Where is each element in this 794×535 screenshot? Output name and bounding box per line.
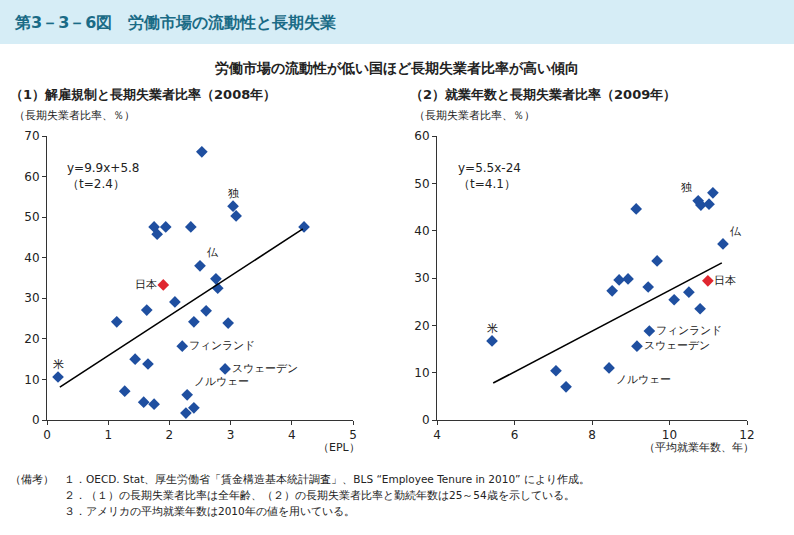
svg-text:10: 10	[24, 373, 39, 387]
svg-text:（備考）: （備考）	[10, 473, 54, 485]
svg-text:6: 6	[511, 428, 519, 442]
svg-text:y=5.5x-24（t=4.1）: y=5.5x-24（t=4.1）	[458, 161, 521, 191]
svg-text:40: 40	[414, 224, 429, 238]
svg-text:スウェーデン: スウェーデン	[232, 362, 298, 375]
svg-text:50: 50	[414, 177, 429, 191]
svg-text:スウェーデン: スウェーデン	[644, 339, 710, 352]
svg-text:4: 4	[288, 428, 296, 442]
svg-text:30: 30	[24, 291, 39, 305]
svg-text:y=9.9x+5.8（t=2.4）: y=9.9x+5.8（t=2.4）	[67, 161, 139, 191]
svg-text:フィンランド: フィンランド	[189, 339, 255, 352]
svg-text:60: 60	[24, 170, 39, 184]
svg-text:0: 0	[422, 413, 430, 427]
svg-text:0: 0	[32, 413, 40, 427]
svg-text:5: 5	[349, 428, 357, 442]
svg-text:12: 12	[739, 428, 754, 442]
svg-text:（平均就業年数、年）: （平均就業年数、年）	[644, 441, 754, 454]
svg-text:（EPL）: （EPL）	[318, 441, 360, 454]
svg-text:2: 2	[166, 428, 174, 442]
svg-text:60: 60	[414, 129, 429, 143]
svg-text:日本: 日本	[135, 278, 157, 291]
svg-text:第3－3－6図 労働市場の流動性と長期失業: 第3－3－6図 労働市場の流動性と長期失業	[14, 13, 336, 32]
svg-text:ノルウェー: ノルウェー	[616, 373, 671, 386]
svg-text:独: 独	[228, 187, 239, 200]
svg-text:3: 3	[227, 428, 235, 442]
svg-text:独: 独	[681, 181, 692, 194]
svg-text:（1）解雇規制と長期失業者比率（2008年）: （1）解雇規制と長期失業者比率（2008年）	[10, 87, 276, 102]
svg-text:２．（１）の長期失業者比率は全年齢、（２）の長期失業者比率と: ２．（１）の長期失業者比率は全年齢、（２）の長期失業者比率と勤続年数は25～54…	[64, 489, 575, 501]
svg-text:米: 米	[487, 322, 498, 335]
svg-text:３．アメリカの平均就業年数は2010年の値を用いている。: ３．アメリカの平均就業年数は2010年の値を用いている。	[64, 505, 355, 517]
svg-text:0: 0	[43, 428, 51, 442]
svg-text:20: 20	[24, 332, 39, 346]
svg-text:30: 30	[414, 271, 429, 285]
svg-text:労働市場の流動性が低い国ほど長期失業者比率が高い傾向: 労働市場の流動性が低い国ほど長期失業者比率が高い傾向	[215, 60, 579, 76]
svg-text:10: 10	[662, 428, 677, 442]
svg-text:4: 4	[433, 428, 441, 442]
svg-text:仏: 仏	[206, 246, 219, 259]
svg-text:日本: 日本	[714, 274, 736, 287]
svg-text:（2）就業年数と長期失業者比率（2009年）: （2）就業年数と長期失業者比率（2009年）	[410, 87, 676, 102]
svg-text:ノルウェー: ノルウェー	[194, 375, 249, 388]
svg-text:（長期失業者比率、％）: （長期失業者比率、％）	[14, 109, 135, 122]
svg-text:40: 40	[24, 251, 39, 265]
svg-text:8: 8	[588, 428, 596, 442]
svg-text:70: 70	[24, 129, 39, 143]
svg-text:1: 1	[104, 428, 112, 442]
svg-text:20: 20	[414, 319, 429, 333]
svg-text:フィンランド: フィンランド	[656, 324, 722, 337]
svg-text:（長期失業者比率、％）: （長期失業者比率、％）	[414, 109, 535, 122]
svg-text:仏: 仏	[729, 225, 742, 238]
svg-text:米: 米	[53, 358, 64, 371]
svg-text:１．OECD. Stat、厚生労働省「賃金構造基本統計調査」: １．OECD. Stat、厚生労働省「賃金構造基本統計調査」、BLS “Empl…	[64, 473, 590, 485]
svg-text:50: 50	[24, 210, 39, 224]
svg-text:10: 10	[414, 366, 429, 380]
